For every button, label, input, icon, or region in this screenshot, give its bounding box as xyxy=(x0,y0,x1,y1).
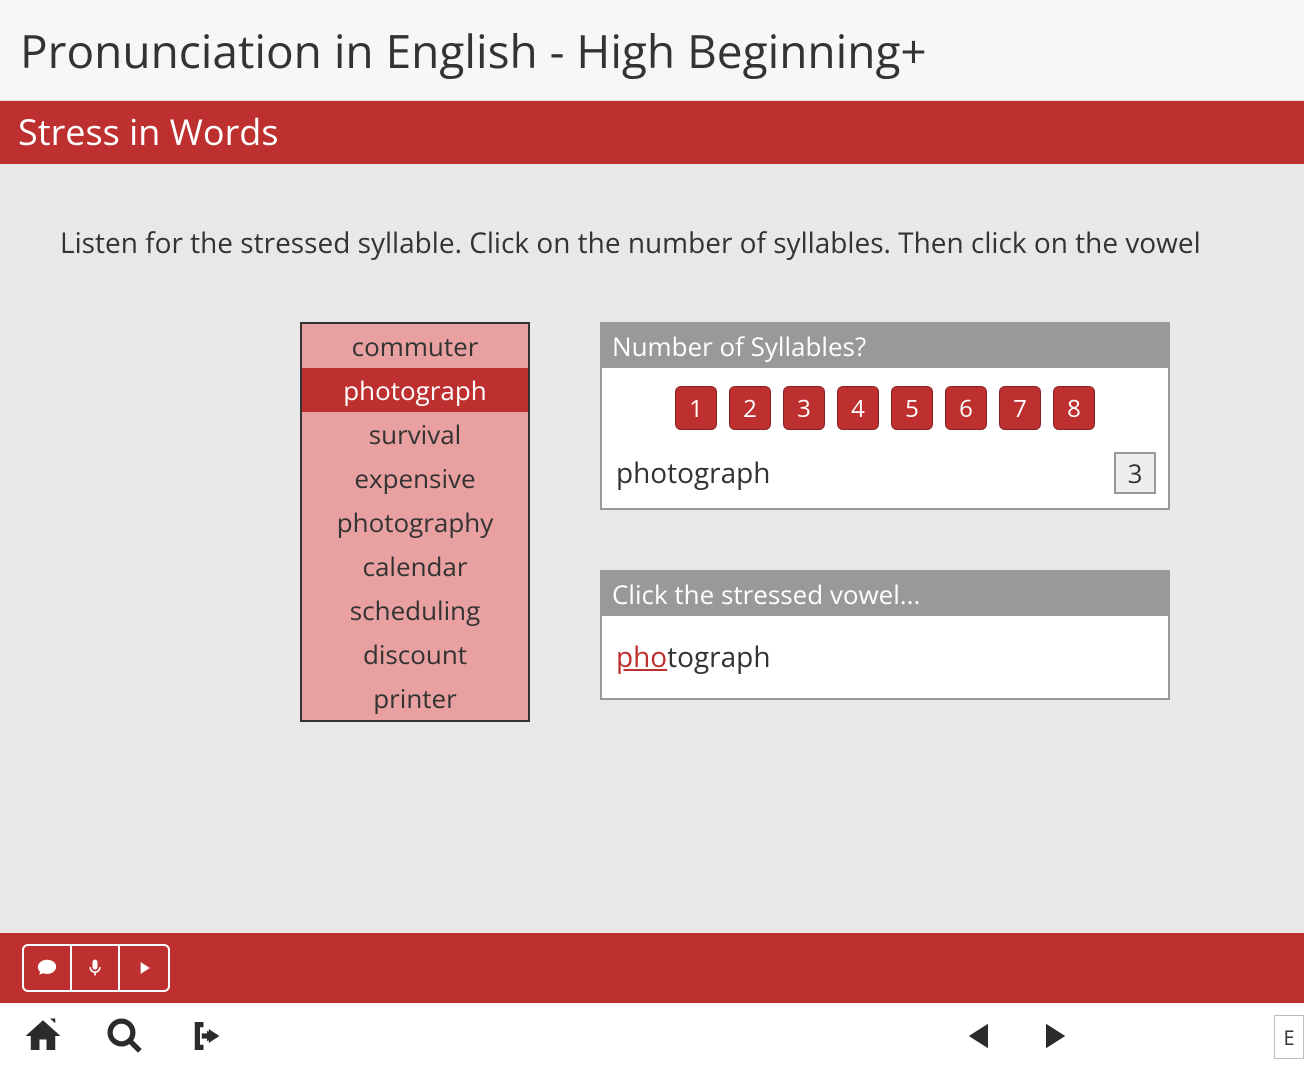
media-button-group xyxy=(22,944,170,992)
chat-icon xyxy=(36,957,58,979)
mic-icon xyxy=(85,957,105,979)
word-item-discount[interactable]: discount xyxy=(302,632,528,676)
stress-panel: Click the stressed vowel... photograph xyxy=(600,570,1170,700)
syllable-btn-3[interactable]: 3 xyxy=(783,386,825,430)
syllable-count-box: 3 xyxy=(1114,452,1156,494)
syllable-button-row: 12345678 xyxy=(602,368,1168,444)
word-item-printer[interactable]: printer xyxy=(302,676,528,720)
home-icon xyxy=(22,1015,64,1057)
syllable-word-row: photograph 3 xyxy=(602,444,1168,508)
play-icon xyxy=(134,957,154,979)
bottom-nav xyxy=(0,1003,1304,1073)
current-word: photograph xyxy=(616,454,770,492)
syllable-panel-header: Number of Syllables? xyxy=(602,324,1168,368)
syllable-btn-8[interactable]: 8 xyxy=(1053,386,1095,430)
toolbar-red xyxy=(0,933,1304,1003)
syllable-btn-5[interactable]: 5 xyxy=(891,386,933,430)
home-button[interactable] xyxy=(22,1015,64,1062)
syllable-btn-2[interactable]: 2 xyxy=(729,386,771,430)
stressed-word[interactable]: photograph xyxy=(602,616,1168,698)
lesson-subheader: Stress in Words xyxy=(0,101,1304,164)
page-title: Pronunciation in English - High Beginnin… xyxy=(20,20,1284,82)
lesson-title: Stress in Words xyxy=(18,107,1286,156)
syllable-btn-7[interactable]: 7 xyxy=(999,386,1041,430)
word-item-expensive[interactable]: expensive xyxy=(302,456,528,500)
word-remainder[interactable]: tograph xyxy=(667,638,770,676)
e-indicator[interactable]: E xyxy=(1274,1015,1304,1059)
syllable-btn-1[interactable]: 1 xyxy=(675,386,717,430)
word-item-survival[interactable]: survival xyxy=(302,412,528,456)
nav-left xyxy=(22,1015,228,1062)
search-icon xyxy=(104,1015,146,1057)
exercise-row: commuterphotographsurvivalexpensivephoto… xyxy=(60,322,1284,722)
prev-icon xyxy=(960,1015,1002,1057)
mic-button[interactable] xyxy=(72,946,120,990)
syllable-panel: Number of Syllables? 12345678 photograph… xyxy=(600,322,1170,510)
word-item-photograph[interactable]: photograph xyxy=(302,368,528,412)
word-item-scheduling[interactable]: scheduling xyxy=(302,588,528,632)
instructions-text: Listen for the stressed syllable. Click … xyxy=(60,224,1284,262)
play-button[interactable] xyxy=(120,946,168,990)
stress-panel-header: Click the stressed vowel... xyxy=(602,572,1168,616)
word-item-calendar[interactable]: calendar xyxy=(302,544,528,588)
word-list: commuterphotographsurvivalexpensivephoto… xyxy=(300,322,530,722)
syllable-btn-4[interactable]: 4 xyxy=(837,386,879,430)
syllable-btn-6[interactable]: 6 xyxy=(945,386,987,430)
next-icon xyxy=(1032,1015,1074,1057)
nav-right xyxy=(960,1015,1074,1062)
word-item-commuter[interactable]: commuter xyxy=(302,324,528,368)
exit-button[interactable] xyxy=(186,1015,228,1062)
search-button[interactable] xyxy=(104,1015,146,1062)
chat-button[interactable] xyxy=(24,946,72,990)
next-button[interactable] xyxy=(1032,1015,1074,1062)
page-header: Pronunciation in English - High Beginnin… xyxy=(0,0,1304,101)
content-area: Listen for the stressed syllable. Click … xyxy=(0,164,1304,742)
prev-button[interactable] xyxy=(960,1015,1002,1062)
word-item-photography[interactable]: photography xyxy=(302,500,528,544)
stressed-syllable[interactable]: pho xyxy=(616,638,667,676)
exit-icon xyxy=(186,1015,228,1057)
right-column: Number of Syllables? 12345678 photograph… xyxy=(600,322,1170,722)
